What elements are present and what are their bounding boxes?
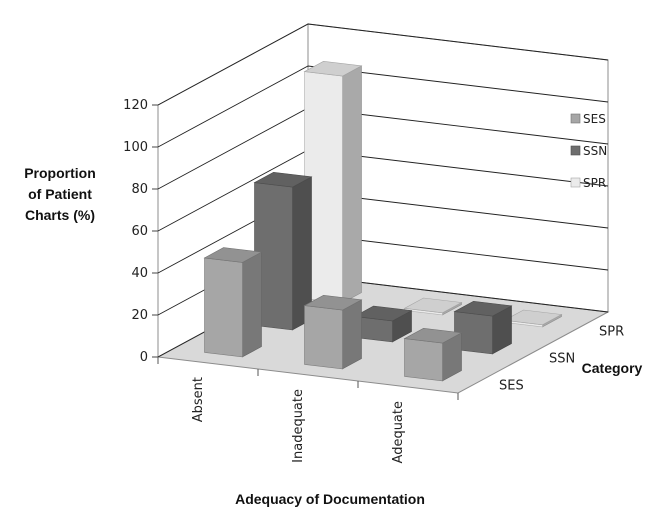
gridline	[157, 23, 609, 106]
bar-side	[242, 251, 262, 358]
y-axis-title-line-1: Proportion	[24, 165, 96, 181]
bar-top	[303, 294, 363, 311]
depth-tick-label: SES	[499, 379, 524, 394]
bar-spr-adequate	[503, 309, 563, 328]
depth-tick-labels: SES SSN SPR	[499, 325, 624, 394]
y-tick-label: 80	[131, 182, 148, 197]
bar-front	[304, 305, 343, 370]
bar-side	[342, 299, 362, 370]
x-tick-labels: Absent Inadequate Adequate	[191, 377, 406, 463]
bar-ses-absent	[203, 247, 263, 358]
depth-tick-label: SSN	[549, 352, 575, 367]
gridline	[157, 65, 609, 148]
y-tick-label: 0	[140, 350, 148, 365]
bar-front	[204, 257, 243, 358]
bar-ses-adequate	[403, 327, 463, 382]
bar-ssn-adequate	[453, 300, 513, 355]
bar-side	[342, 65, 362, 304]
bar-ssn-absent	[253, 171, 313, 331]
y-axis-title-line-2: of Patient	[28, 186, 92, 202]
legend-swatch	[570, 113, 581, 124]
depth-tick-label: SPR	[599, 325, 624, 340]
bar-ses-inadequate	[303, 294, 363, 370]
depth-axis-title: Category	[582, 360, 643, 376]
bar-ssn-inadequate	[353, 305, 413, 343]
legend-swatch	[570, 177, 581, 188]
bars	[203, 60, 563, 382]
x-tick-label: Absent	[191, 377, 206, 422]
y-axis-title-line-3: Charts (%)	[25, 207, 95, 223]
bar-top	[453, 300, 513, 317]
x-axis-title: Adequacy of Documentation	[235, 491, 425, 507]
y-tick-label: 40	[131, 266, 148, 281]
x-tick-label: Inadequate	[291, 389, 306, 463]
y-tick-labels: 0 20 40 60 80 100 120	[123, 98, 148, 365]
legend-label: SPR	[583, 176, 606, 190]
legend: SES SSN SPR	[570, 112, 607, 190]
y-tick-label: 120	[123, 98, 148, 113]
legend-swatch	[570, 145, 581, 156]
legend-label: SSN	[583, 144, 607, 158]
bar-top	[503, 309, 563, 326]
x-tick-label: Adequate	[391, 401, 406, 463]
legend-label: SES	[583, 112, 606, 126]
bar-top	[403, 327, 463, 344]
bar-top	[353, 305, 413, 322]
bar-spr-absent	[303, 60, 363, 304]
bar-spr-inadequate	[403, 297, 463, 316]
bar-top	[303, 60, 363, 77]
bar-top	[403, 297, 463, 314]
y-tick-label: 100	[123, 140, 148, 155]
bar-front	[404, 338, 443, 382]
y-tick-label: 20	[131, 308, 148, 323]
bar-top	[203, 247, 263, 263]
y-tick-label: 60	[131, 224, 148, 239]
bar-top	[253, 171, 313, 188]
